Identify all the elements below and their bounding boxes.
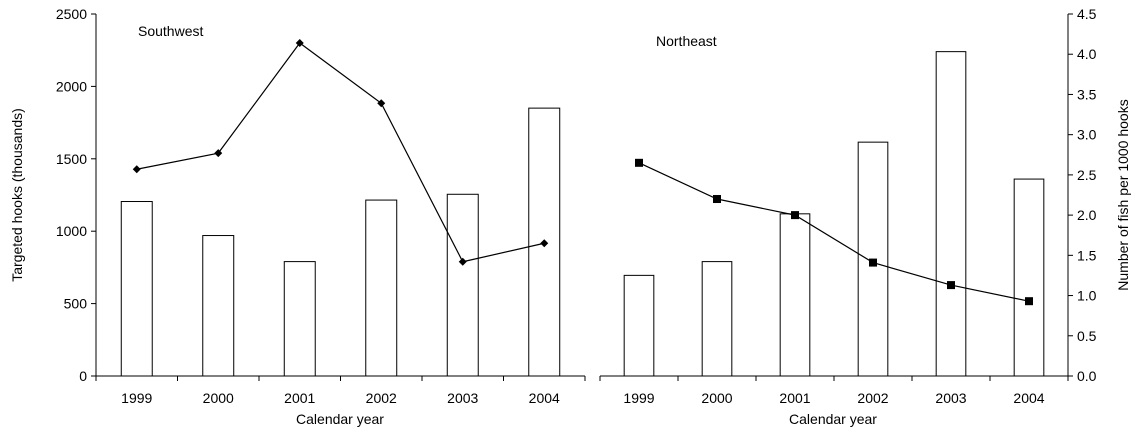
bar-2002 [365, 199, 398, 377]
bar-1999 [623, 274, 655, 377]
y-tick-label: 500 [64, 296, 88, 312]
panel-title: Southwest [138, 23, 203, 39]
x-tick-label: 2002 [857, 390, 888, 406]
line-series [132, 38, 549, 266]
y2-tick-label: 3.5 [1077, 86, 1097, 102]
y2-tick-label: 2.0 [1077, 207, 1097, 223]
x-axis-label: Calendar year [789, 411, 877, 427]
bar-1999 [120, 201, 153, 377]
point-2004 [540, 239, 549, 248]
x-tick-label: 2004 [529, 390, 560, 406]
y-tick-label: 0 [79, 368, 87, 384]
y2-tick-label: 1.0 [1077, 288, 1097, 304]
point-2003 [947, 281, 955, 290]
southwest-panel: 0 500 1000 1500 2000 2500 1999 2000 2001 2002 200… [9, 6, 586, 427]
point-2002 [377, 99, 386, 108]
x-tick-label: 1999 [121, 390, 152, 406]
x-tick-label: 2002 [366, 390, 397, 406]
x-tick-label: 2004 [1013, 390, 1044, 406]
y2-tick-label: 4.0 [1077, 46, 1097, 62]
bar-2001 [779, 213, 811, 377]
x-tick-label: 2003 [935, 390, 966, 406]
x-tick-group: 1999 2000 2001 2002 2003 2004 [95, 376, 586, 406]
line-series [635, 158, 1033, 306]
y2-tick-label: 3.0 [1077, 127, 1097, 143]
x-tick-group: 1999 2000 2001 2002 2003 2004 [599, 376, 1069, 406]
x-tick-label: 1999 [623, 390, 654, 406]
point-2002 [869, 258, 877, 267]
bar-2000 [701, 261, 733, 377]
point-1999 [132, 165, 141, 174]
y2-tick-label: 0.5 [1077, 328, 1097, 344]
bar-series [623, 51, 1045, 377]
catch-rate-line [638, 162, 1030, 302]
bar-2003 [935, 51, 967, 377]
y2-tick-label: 1.5 [1077, 247, 1097, 263]
x-tick-label: 2001 [284, 390, 315, 406]
bar-2000 [202, 235, 235, 377]
northeast-panel: 0.0 0.5 1.0 1.5 2.0 2.5 3.0 3.5 4.0 4.5 1999 2000 2… [599, 6, 1131, 427]
y-tick-group: 0 500 1000 1500 2000 2500 [56, 6, 96, 384]
point-2001 [791, 211, 799, 220]
x-tick-label: 2000 [701, 390, 732, 406]
y-tick-label: 2000 [56, 78, 87, 94]
x-tick-label: 2003 [447, 390, 478, 406]
x-tick-label: 2000 [203, 390, 234, 406]
bar-2004 [1013, 178, 1045, 377]
point-2004 [1025, 297, 1033, 306]
y2-tick-label: 2.5 [1077, 167, 1097, 183]
y-tick-label: 1000 [56, 223, 87, 239]
point-2001 [295, 38, 304, 47]
bar-series [120, 107, 561, 377]
panel-title: Northeast [656, 33, 717, 49]
x-axis-label: Calendar year [296, 411, 384, 427]
y2-tick-label: 0.0 [1077, 368, 1097, 384]
y2-tick-label: 4.5 [1077, 6, 1097, 22]
bar-2003 [446, 193, 479, 377]
y-tick-group: 0.0 0.5 1.0 1.5 2.0 2.5 3.0 3.5 4.0 4.5 [1068, 6, 1097, 384]
y-axis-label: Targeted hooks (thousands) [9, 108, 25, 282]
y-tick-label: 2500 [56, 6, 87, 22]
point-1999 [635, 158, 643, 167]
point-2000 [713, 195, 721, 204]
bar-2001 [283, 261, 316, 377]
point-2000 [214, 149, 223, 158]
y-tick-label: 1500 [56, 151, 87, 167]
x-tick-label: 2001 [779, 390, 810, 406]
y2-axis-label: Number of fish per 1000 hooks [1115, 99, 1131, 290]
point-2003 [458, 257, 467, 266]
catch-rate-line [136, 42, 545, 263]
